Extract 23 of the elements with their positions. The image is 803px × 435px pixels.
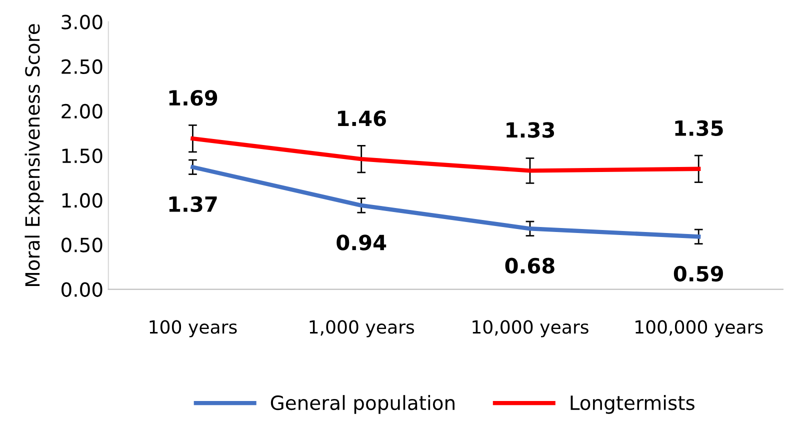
- data-label: 0.94: [336, 234, 386, 250]
- x-tick-label: 100,000 years: [636, 320, 763, 338]
- line-series: [190, 136, 701, 173]
- y-tick-label: 2.50: [62, 59, 102, 74]
- legend-label: General population: [270, 395, 454, 414]
- y-tick-label: 2.00: [62, 104, 102, 119]
- data-label: 0.68: [505, 258, 554, 274]
- data-label: 0.59: [674, 266, 723, 282]
- data-label: 1.35: [675, 120, 723, 136]
- y-tick-label: 0.00: [62, 282, 102, 297]
- x-tick-label: 1,000 years: [310, 320, 414, 338]
- data-label: 1.46: [338, 110, 386, 126]
- data-label: 1.69: [169, 90, 218, 106]
- y-tick-label: 3.00: [62, 14, 102, 30]
- y-axis-title: Moral Expensiveness Score: [24, 24, 44, 286]
- y-tick-label: 1.50: [62, 148, 102, 164]
- x-tick-label: 10,000 years: [472, 320, 588, 338]
- y-tick-label: 0.50: [62, 238, 102, 252]
- x-tick-label: 100 years: [150, 320, 237, 338]
- data-label: 1.33: [506, 122, 554, 138]
- y-tick-label: 1.00: [62, 193, 102, 208]
- legend-label: Longtermists: [570, 395, 694, 414]
- data-label: 1.37: [169, 196, 217, 212]
